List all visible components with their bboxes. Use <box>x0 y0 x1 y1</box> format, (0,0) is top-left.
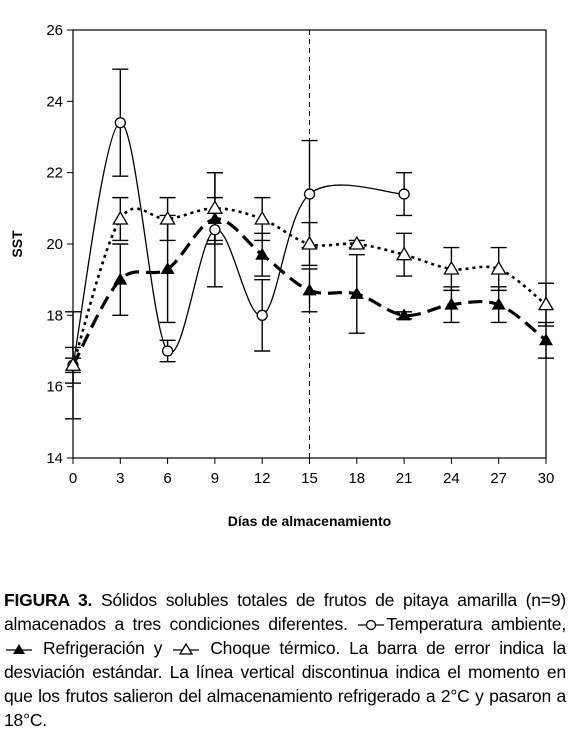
x-tick-label: 9 <box>211 470 219 487</box>
open-circle-line-symbol <box>358 620 385 631</box>
y-tick-label: 16 <box>46 379 63 396</box>
series-1-point <box>114 117 126 129</box>
x-tick-label: 3 <box>116 470 124 487</box>
series-1-point <box>161 345 174 357</box>
x-tick-label: 24 <box>443 470 460 487</box>
series-3-point <box>301 235 318 250</box>
caption-text-rest: Choque térmico. La barra de error indica… <box>4 638 566 730</box>
series-3-point <box>254 210 271 225</box>
x-tick-label: 6 <box>163 470 171 487</box>
y-axis-title: SST <box>9 230 25 258</box>
x-tick-label: 21 <box>396 470 413 487</box>
series-3-line <box>71 207 547 366</box>
series-2-line <box>71 217 547 367</box>
series-2-point <box>207 212 222 225</box>
caption-text-refrigeration: Refrigeración y <box>34 638 172 658</box>
series-2-point <box>397 308 412 321</box>
caption-text-ambient: Temperatura ambiente, <box>386 614 566 634</box>
x-tick-label: 27 <box>490 470 507 487</box>
series-2-point <box>113 272 128 285</box>
series-3-point <box>64 356 82 371</box>
x-tick-label: 12 <box>254 470 271 487</box>
y-tick-label: 20 <box>46 236 63 253</box>
x-tick-label: 15 <box>301 470 318 487</box>
series-2-point <box>255 247 270 260</box>
figure-caption: FIGURA 3. Sólidos solubles totales de fr… <box>4 588 566 732</box>
series-3-point <box>537 296 555 311</box>
y-tick-label: 14 <box>46 450 63 467</box>
series-1-point <box>398 188 410 200</box>
caption-text-intro: Sólidos solubles totales de frutos de pi… <box>4 590 566 634</box>
y-tick-label: 22 <box>46 165 63 182</box>
x-tick-label: 0 <box>69 470 77 487</box>
x-tick-label: 18 <box>348 470 365 487</box>
x-axis-title: Días de almacenamiento <box>228 513 391 529</box>
series-3-point <box>348 235 365 250</box>
y-tick-label: 24 <box>46 93 63 110</box>
series-2-point <box>349 286 364 299</box>
series-3-point <box>159 210 176 225</box>
series-1-point <box>256 309 268 321</box>
series-2-point <box>302 283 317 296</box>
series-3-point <box>206 200 224 214</box>
y-tick-label: 26 <box>46 22 63 39</box>
open-triangle-line-symbol <box>173 643 200 656</box>
chart: 14 16 18 20 22 24 26 0 3 6 9 12 15 18 21 24 27 30 Días de … <box>9 22 555 529</box>
series-1-line <box>72 122 405 366</box>
series-2-point <box>539 333 553 346</box>
y-tick-label: 18 <box>46 307 63 324</box>
series-2-point <box>491 297 506 310</box>
caption-label: FIGURA 3. <box>4 590 93 610</box>
series-1-point <box>209 224 221 236</box>
series-2-point <box>160 261 175 274</box>
series-3-point <box>395 246 413 261</box>
series-3-point <box>443 260 460 275</box>
series-3-point <box>112 210 129 225</box>
x-tick-label: 30 <box>538 470 555 487</box>
series-2-point <box>444 297 459 310</box>
series-3-point <box>490 260 507 275</box>
filled-triangle-line-symbol <box>6 644 32 655</box>
series-1-point <box>303 188 316 200</box>
